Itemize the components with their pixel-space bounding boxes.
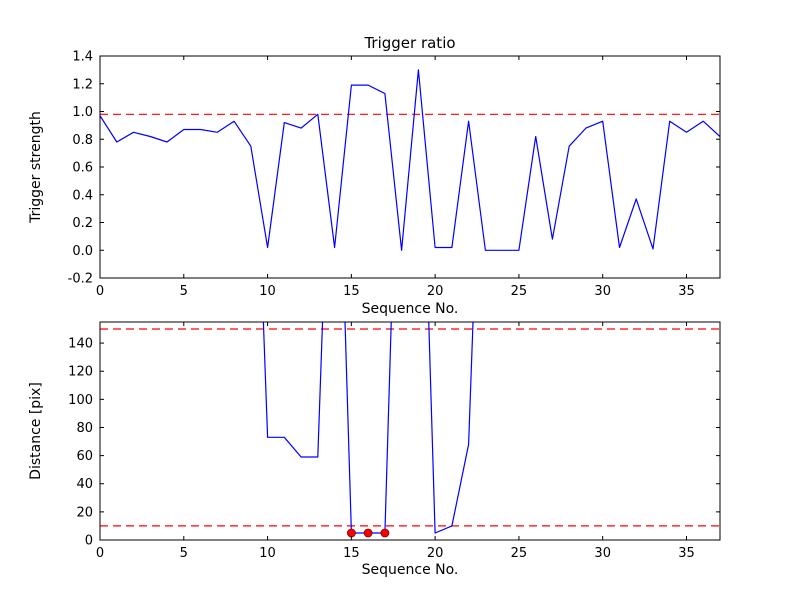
bottom-xaxis-label: Sequence No. xyxy=(361,562,459,578)
y-tick-label: 20 xyxy=(76,505,93,520)
bottom-yaxis-label: Distance [pix] xyxy=(28,382,44,480)
x-tick-label: 0 xyxy=(96,284,104,299)
x-tick-label: 10 xyxy=(259,546,276,561)
y-tick-label: 0.2 xyxy=(72,216,93,231)
x-tick-label: 15 xyxy=(343,284,360,299)
y-tick-label: 0.8 xyxy=(72,133,93,148)
y-tick-label: -0.2 xyxy=(68,272,93,287)
x-tick-label: 5 xyxy=(180,546,188,561)
y-tick-label: 1.0 xyxy=(72,105,93,120)
marker-point xyxy=(363,528,373,538)
y-tick-label: 100 xyxy=(68,393,93,408)
y-tick-label: 1.4 xyxy=(72,50,93,65)
marker-point xyxy=(380,528,390,538)
y-tick-label: 0.6 xyxy=(72,161,93,176)
chart-title: Trigger ratio xyxy=(364,34,456,52)
series-line-trigger-strength xyxy=(100,69,720,251)
y-tick-label: 60 xyxy=(76,449,93,464)
x-tick-label: 25 xyxy=(511,284,528,299)
x-tick-label: 30 xyxy=(594,284,611,299)
x-tick-label: 35 xyxy=(678,284,695,299)
y-tick-label: 140 xyxy=(68,337,93,352)
x-tick-label: 35 xyxy=(678,546,695,561)
x-tick-label: 15 xyxy=(343,546,360,561)
y-tick-label: 0 xyxy=(85,534,93,549)
x-tick-label: 30 xyxy=(594,546,611,561)
plot-area-0 xyxy=(100,69,720,251)
y-tick-label: 80 xyxy=(76,421,93,436)
x-tick-label: 20 xyxy=(427,284,444,299)
x-tick-label: 5 xyxy=(180,284,188,299)
y-tick-label: 0.4 xyxy=(72,188,93,203)
x-tick-label: 10 xyxy=(259,284,276,299)
top-xaxis-label: Sequence No. xyxy=(361,301,459,317)
axes-frame xyxy=(99,55,721,279)
axes-frame xyxy=(99,321,721,541)
x-tick-label: 20 xyxy=(427,546,444,561)
plot-area-1 xyxy=(100,322,720,538)
y-tick-label: 120 xyxy=(68,365,93,380)
top-yaxis-label: Trigger strength xyxy=(28,111,44,223)
y-tick-label: 0.0 xyxy=(72,244,93,259)
x-tick-label: 0 xyxy=(96,546,104,561)
series-line-distance xyxy=(262,322,474,534)
marker-point xyxy=(346,528,356,538)
y-tick-label: 40 xyxy=(76,477,93,492)
y-tick-label: 1.2 xyxy=(72,77,93,92)
x-tick-label: 25 xyxy=(511,546,528,561)
